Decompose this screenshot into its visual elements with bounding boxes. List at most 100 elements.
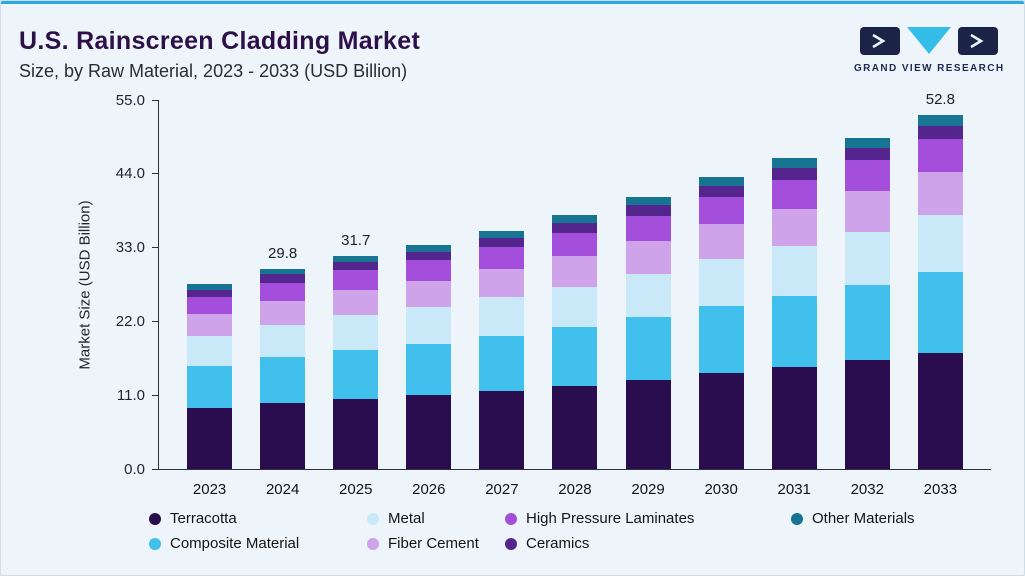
legend-dot <box>149 537 161 550</box>
x-tick-label: 2025 <box>339 481 373 498</box>
bar-segment-fiber-cement <box>333 289 379 316</box>
bar-segment-terracotta <box>698 373 744 469</box>
bar-total-label: 29.8 <box>268 245 298 263</box>
bar-segment-composite-material <box>625 317 671 380</box>
bar-group: 2030 <box>698 101 744 498</box>
bar-segment-other-materials <box>844 137 890 148</box>
x-tick-label: 2033 <box>923 481 958 498</box>
bar-segment-other-materials <box>698 177 744 186</box>
bar-group: 2027 <box>479 101 525 498</box>
y-tick-label: 0.0 <box>124 460 145 478</box>
x-tick-label: 2024 <box>265 481 300 498</box>
bar-segment-high-pressure-laminates <box>552 232 598 256</box>
bar-segment-composite-material <box>333 349 379 399</box>
bar-segment-terracotta <box>552 385 598 469</box>
y-tick-label: 55.0 <box>115 91 145 109</box>
bar-segment-terracotta <box>917 352 963 469</box>
bar-group: 2023 <box>187 101 233 498</box>
x-tick-label: 2023 <box>192 481 227 498</box>
legend-label: Fiber Cement <box>388 535 479 552</box>
bar-segment-terracotta <box>260 403 306 469</box>
bar-segment-composite-material <box>187 365 233 408</box>
bar-stack <box>771 158 817 469</box>
bar-segment-composite-material <box>260 357 306 404</box>
bar-segment-ceramics <box>333 262 379 271</box>
bar-segment-high-pressure-laminates <box>333 270 379 290</box>
legend-item-fiber-cement: Fiber Cement <box>367 535 505 552</box>
legend-item-composite-material: Composite Material <box>149 535 367 552</box>
y-tick: 22.0 <box>81 312 159 330</box>
legend-label: Terracotta <box>170 510 237 527</box>
bar-segment-metal <box>698 259 744 307</box>
bar-segment-other-materials <box>187 284 233 290</box>
bar-segment-ceramics <box>917 125 963 139</box>
bar-segment-fiber-cement <box>698 224 744 260</box>
bar-segment-fiber-cement <box>479 268 525 298</box>
bar-segment-metal <box>917 214 963 272</box>
bar-segment-ceramics <box>479 237 525 248</box>
x-tick-label: 2029 <box>631 481 665 498</box>
legend-item-terracotta: Terracotta <box>149 510 367 527</box>
bar-segment-high-pressure-laminates <box>917 138 963 172</box>
legend-dot <box>505 537 517 550</box>
bar-segment-other-materials <box>479 230 525 238</box>
legend-item-other-materials: Other Materials <box>791 510 915 527</box>
bars: 2023 29.8 2024 31.7 2025 2026 2027 2028 2029 2030… <box>159 91 991 498</box>
bar-segment-composite-material <box>771 295 817 367</box>
bar-stack <box>698 177 744 469</box>
bar-stack <box>844 137 890 469</box>
bar-segment-high-pressure-laminates <box>479 247 525 269</box>
bar-segment-high-pressure-laminates <box>844 160 890 192</box>
x-tick-label: 2032 <box>850 481 884 498</box>
bar-segment-composite-material <box>917 271 963 353</box>
bar-segment-other-materials <box>333 256 379 263</box>
y-tick: 11.0 <box>81 386 159 404</box>
legend: Terracotta Metal High Pressure Laminates Ot… <box>149 510 915 552</box>
bar-segment-other-materials <box>771 158 817 168</box>
bar-group: 52.8 2033 <box>917 91 963 498</box>
bar-segment-terracotta <box>187 407 233 469</box>
bar-segment-ceramics <box>187 289 233 298</box>
bar-segment-high-pressure-laminates <box>625 216 671 241</box>
bar-group: 2029 <box>625 101 671 498</box>
y-tick: 0.0 <box>81 460 159 478</box>
y-tick-mark <box>152 468 159 470</box>
bar-segment-terracotta <box>625 379 671 469</box>
bar-segment-fiber-cement <box>552 255 598 287</box>
y-tick-label: 44.0 <box>115 165 145 183</box>
bar-stack <box>479 230 525 469</box>
bar-segment-other-materials <box>625 197 671 206</box>
bar-group: 31.7 2025 <box>333 101 379 498</box>
y-tick-mark <box>152 247 159 249</box>
bar-segment-ceramics <box>698 185 744 198</box>
bar-stack <box>333 256 379 469</box>
bar-segment-metal <box>260 324 306 358</box>
bar-group: 2026 <box>406 101 452 498</box>
legend-label: Composite Material <box>170 535 300 552</box>
page-title: U.S. Rainscreen Cladding Market <box>19 27 421 55</box>
legend-dot <box>367 512 379 525</box>
bar-segment-ceramics <box>260 274 306 283</box>
bar-segment-other-materials <box>406 245 452 252</box>
legend-label: High Pressure Laminates <box>526 510 695 527</box>
gvr-logo: GRAND VIEW RESEARCH <box>854 27 1004 74</box>
bar-segment-high-pressure-laminates <box>406 260 452 281</box>
y-tick: 33.0 <box>81 239 159 257</box>
bar-segment-terracotta <box>406 395 452 469</box>
bar-segment-metal <box>187 336 233 366</box>
bar-segment-ceramics <box>844 147 890 161</box>
bar-segment-high-pressure-laminates <box>698 197 744 225</box>
bar-segment-fiber-cement <box>917 171 963 215</box>
legend-item-metal: Metal <box>367 510 505 527</box>
bar-group: 2032 <box>844 101 890 498</box>
bar-segment-other-materials <box>552 215 598 223</box>
y-tick-mark <box>152 320 159 322</box>
bar-stack <box>625 197 671 469</box>
bar-segment-composite-material <box>698 306 744 374</box>
bar-group: 2028 <box>552 101 598 498</box>
gvr-logo-marks <box>860 27 998 55</box>
y-tick-mark <box>152 99 159 101</box>
bar-stack <box>406 245 452 469</box>
bar-segment-metal <box>625 273 671 318</box>
bar-group: 29.8 2024 <box>260 101 306 498</box>
